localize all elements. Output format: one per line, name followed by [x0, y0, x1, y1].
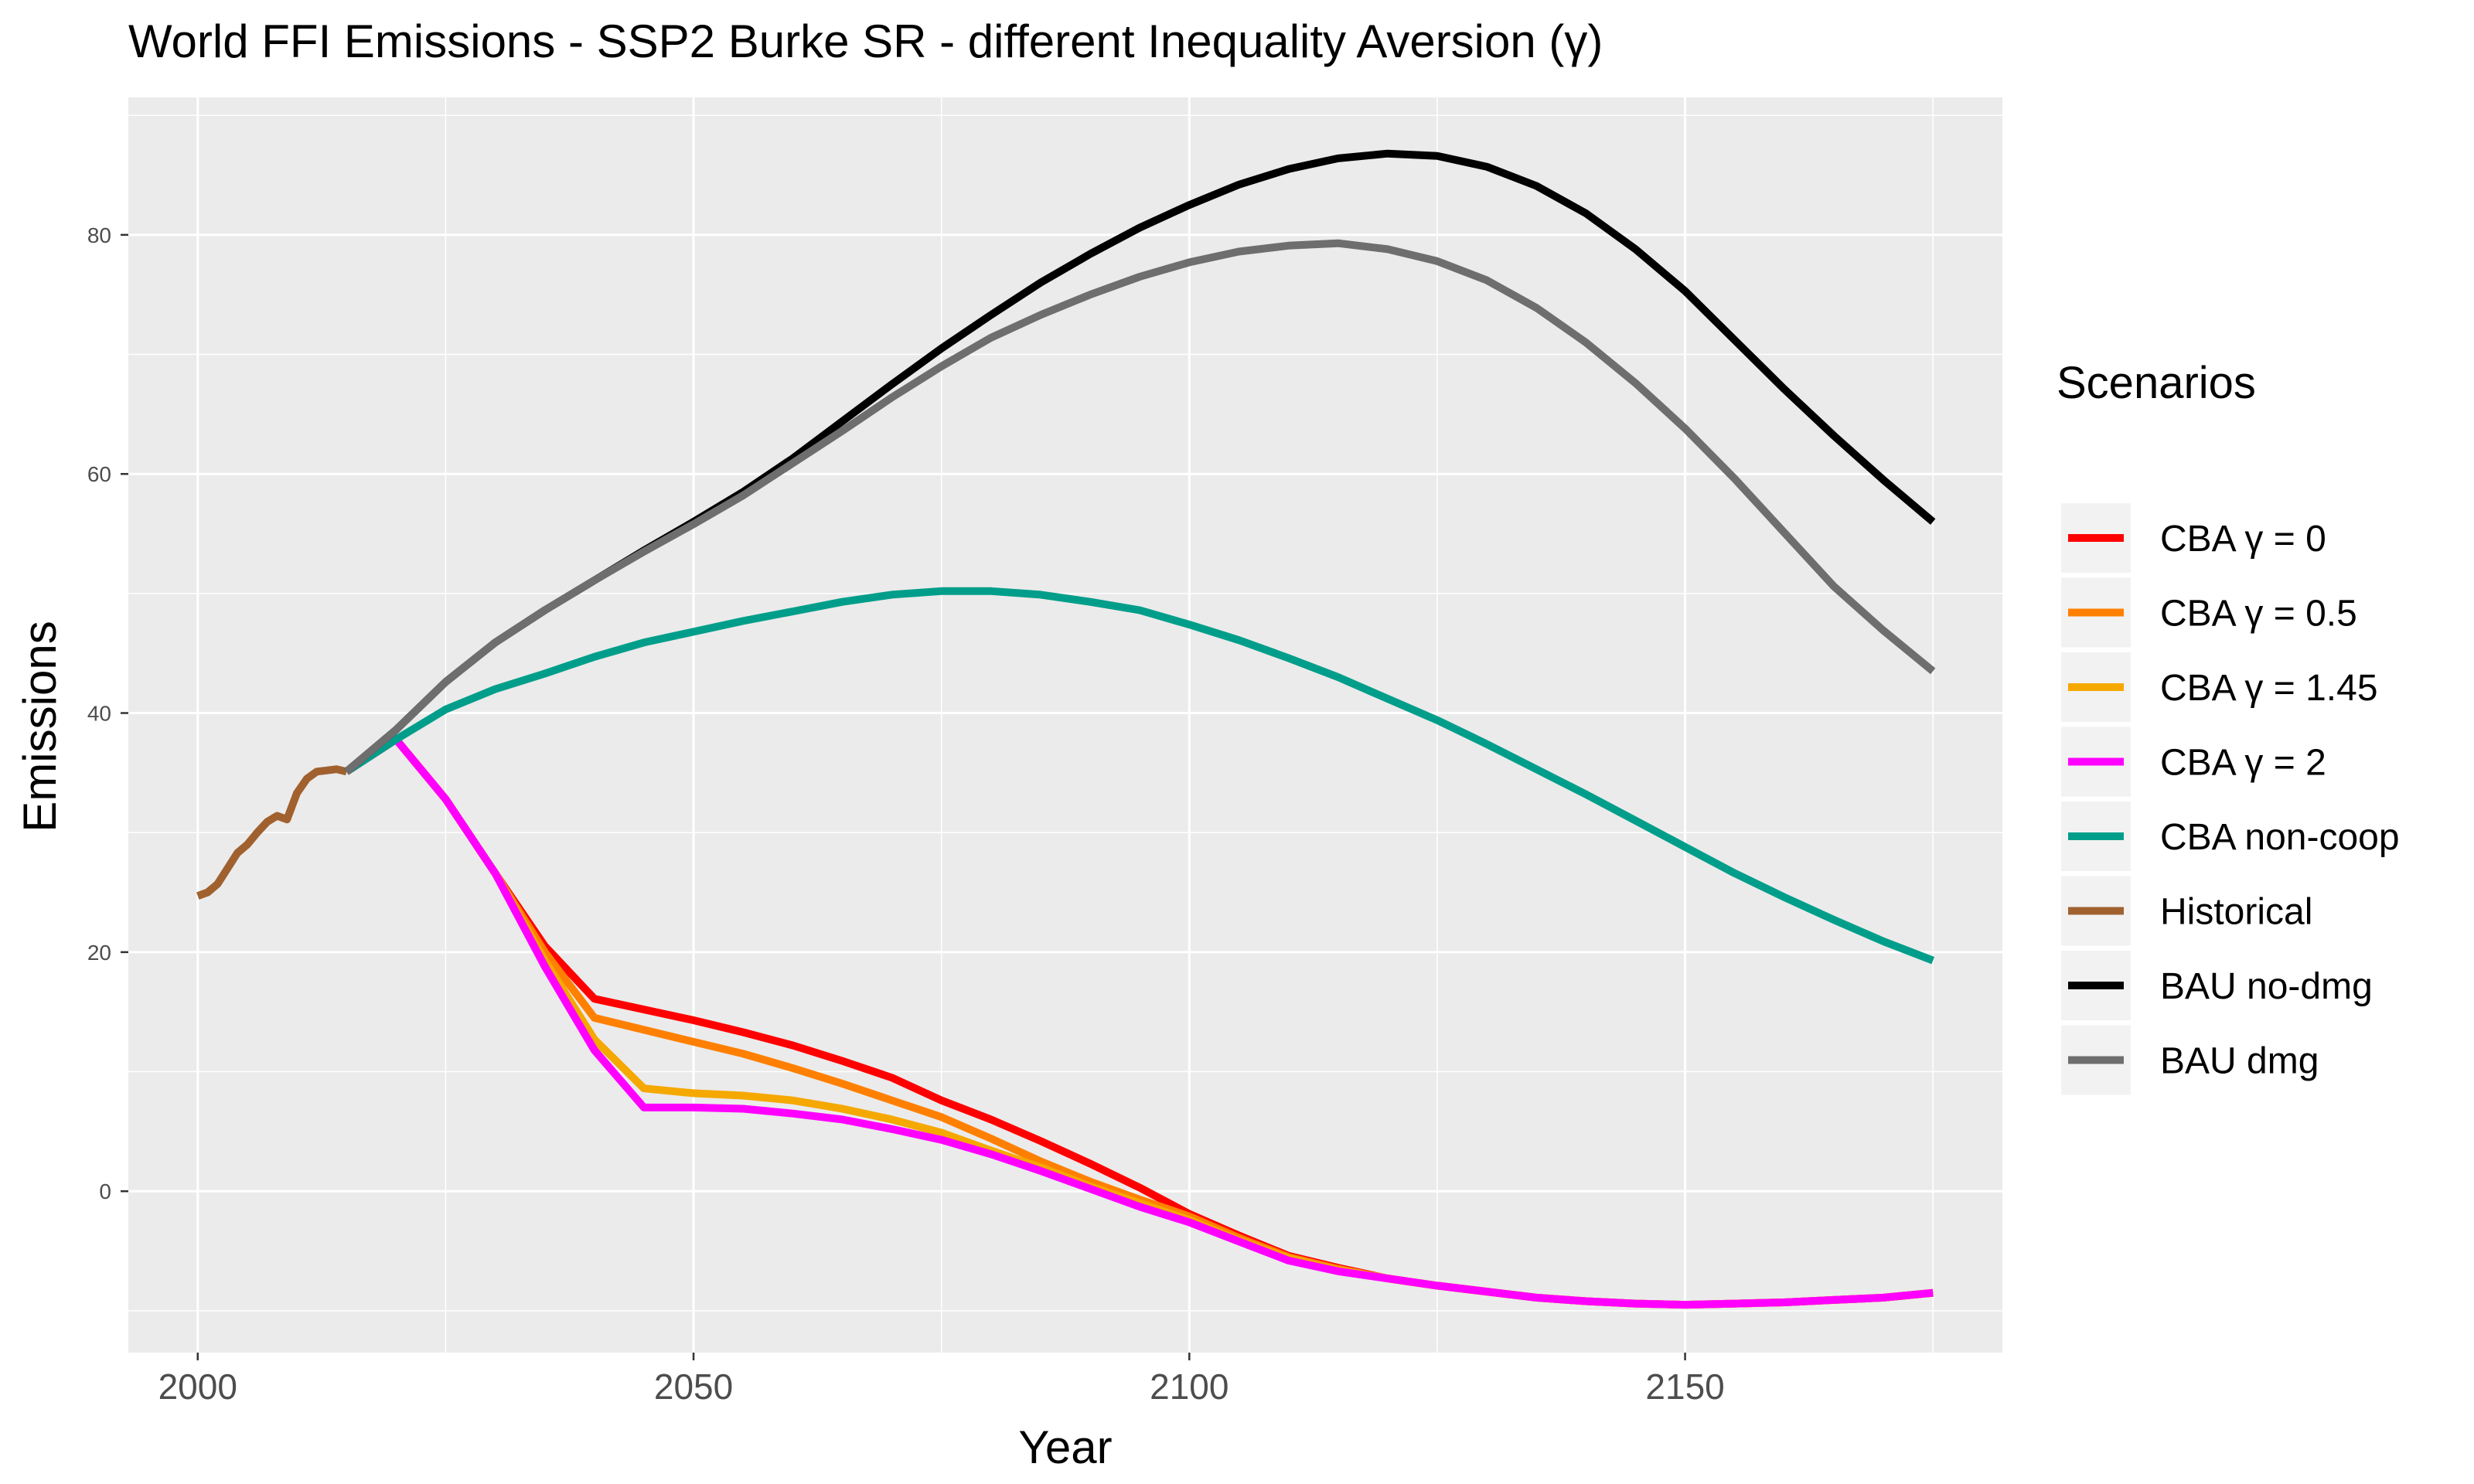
series-line [196, 765, 348, 900]
y-tick-label: 80 [87, 223, 111, 247]
series-line [344, 587, 1935, 965]
series-line [344, 735, 1934, 1309]
y-tick-label: 20 [87, 941, 111, 965]
x-tick-label: 2000 [158, 1367, 237, 1407]
legend: Scenarios CBA γ = 0 CBA γ = 0.5 CBA γ = 1.… [2057, 358, 2400, 1095]
y-axis: 0 20 40 60 80 [87, 223, 128, 1203]
y-axis-title: Emissions [14, 621, 66, 832]
legend-title: Scenarios [2057, 358, 2256, 408]
series-line [343, 239, 1936, 775]
legend-label: CBA γ = 2 [2160, 743, 2326, 784]
y-tick-label: 60 [87, 462, 111, 486]
y-tick-label: 0 [99, 1179, 111, 1203]
legend-label: CBA non-coop [2160, 817, 2400, 858]
legend-label: Historical [2160, 892, 2312, 933]
chart-title: World FFI Emissions - SSP2 Burke SR - di… [128, 15, 1603, 67]
x-tick-label: 2100 [1150, 1367, 1228, 1407]
legend-label: BAU no-dmg [2160, 966, 2373, 1007]
x-axis-title: Year [1018, 1421, 1112, 1473]
legend-label: CBA γ = 0.5 [2160, 594, 2357, 635]
y-tick-label: 40 [87, 702, 111, 726]
x-tick-label: 2050 [654, 1367, 733, 1407]
series-lines [196, 149, 1936, 1309]
x-axis: 2000 2050 2100 2150 [158, 1353, 1725, 1407]
legend-label: CBA γ = 0 [2160, 519, 2326, 560]
legend-label: BAU dmg [2160, 1041, 2319, 1082]
x-tick-label: 2150 [1645, 1367, 1724, 1407]
plot-panel [128, 97, 2002, 1353]
grid-lines [128, 97, 2002, 1353]
legend-label: CBA γ = 1.45 [2160, 668, 2378, 709]
